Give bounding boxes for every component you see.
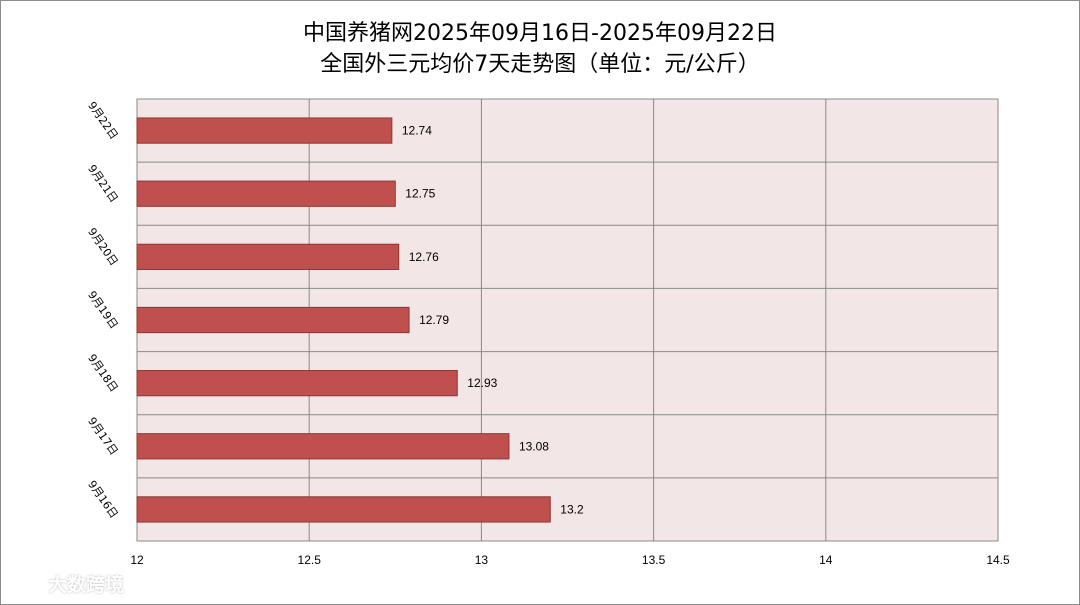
x-tick-label: 14 bbox=[819, 553, 833, 567]
x-tick-label: 13 bbox=[475, 553, 489, 567]
watermark-logo-icon bbox=[14, 574, 41, 593]
bar bbox=[136, 306, 410, 334]
y-category-label: 9月22日 bbox=[85, 99, 120, 142]
chart-title-line-1: 中国养猪网2025年09月16日-2025年09月22日 bbox=[303, 21, 777, 46]
bar bbox=[136, 370, 458, 397]
watermark: 大数跨境 bbox=[12, 570, 124, 597]
y-category-label: 9月18日 bbox=[85, 352, 120, 395]
x-tick-label: 13.5 bbox=[642, 553, 666, 567]
x-tick-label: 14.5 bbox=[986, 553, 1010, 567]
bar-value-label: 13.2 bbox=[560, 502, 584, 516]
y-category-label: 9月20日 bbox=[85, 226, 120, 269]
y-category-label: 9月21日 bbox=[85, 162, 120, 205]
bar-value-label: 12.79 bbox=[419, 313, 449, 327]
x-tick-label: 12 bbox=[130, 553, 144, 567]
bar bbox=[136, 117, 393, 144]
bar bbox=[136, 180, 396, 207]
y-category-label: 9月19日 bbox=[85, 289, 120, 332]
bar-value-label: 12.74 bbox=[402, 124, 432, 138]
bar bbox=[136, 496, 551, 523]
y-category-label: 9月16日 bbox=[85, 478, 120, 521]
bar-value-label: 12.93 bbox=[467, 376, 497, 390]
y-category-label: 9月17日 bbox=[85, 415, 120, 458]
bar bbox=[136, 243, 400, 270]
bar-value-label: 12.76 bbox=[409, 250, 439, 264]
watermark-text: 大数跨境 bbox=[48, 574, 125, 596]
chart-title-line-2: 全国外三元均价7天走势图（单位：元/公斤） bbox=[320, 52, 760, 77]
bar-value-label: 12.75 bbox=[405, 187, 435, 201]
bar-value-label: 13.08 bbox=[519, 439, 549, 453]
chart-title: 中国养猪网2025年09月16日-2025年09月22日 全国外三元均价7天走势… bbox=[0, 18, 1080, 80]
x-tick-label: 12.5 bbox=[298, 553, 322, 567]
bar bbox=[136, 433, 510, 460]
